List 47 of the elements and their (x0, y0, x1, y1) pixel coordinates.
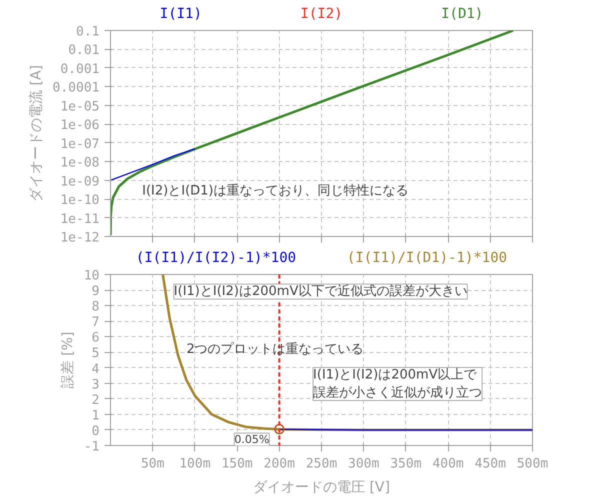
legend-label: I(I2) (300, 6, 343, 22)
x-tick-label: 150m (221, 456, 253, 472)
y-tick-label: 1e-06 (60, 118, 100, 134)
annotation: 0.05% (234, 433, 270, 446)
annotation: I(I1)とI(I2)は200mV以下で近似式の誤差が大きい (174, 284, 468, 300)
x-tick-label: 450m (474, 456, 506, 472)
y-tick-label: 7 (92, 315, 100, 330)
y-tick-label: 1 (92, 408, 100, 424)
y-axis-title: ダイオードの電流 [A] (28, 65, 45, 202)
annotation: I(I2)とI(D1)は重なっており、同じ特性になる (142, 184, 408, 199)
y-tick-label: 4 (92, 362, 100, 377)
y-tick-label: 3 (92, 377, 100, 392)
y-tick-label: 8 (92, 300, 100, 315)
series-label: I(D1) (441, 6, 484, 22)
y-tick-label: 6 (92, 330, 100, 346)
y-tick-label: 0.001 (60, 62, 100, 77)
x-tick-label: 400m (432, 456, 464, 472)
x-tick-label: 350m (390, 456, 422, 472)
y-tick-label: 1e-07 (60, 136, 100, 152)
y-tick-label: -1 (84, 440, 100, 454)
y-tick-label: 0.1 (76, 24, 100, 40)
x-tick-label: 200m (264, 456, 296, 472)
y-tick-label: 1e-08 (60, 156, 100, 171)
y-tick-label: 0 (92, 424, 100, 439)
annotation: I(I1)とI(I2)は200mV以上で誤差が小さく近似が成り立つ (313, 367, 482, 400)
y-tick-label: 1e-11 (60, 212, 100, 227)
x-tick-label: 250m (306, 456, 338, 472)
annotation: 2つのプロットは重なっている (186, 342, 364, 358)
y-tick-label: 5 (92, 346, 100, 362)
text: I(I1) (160, 6, 202, 22)
y-tick-label: 1e-12 (60, 230, 100, 246)
x-tick-label: 500m (516, 456, 548, 472)
y-tick-label: 10 (84, 268, 100, 284)
y-tick-label: 1e-05 (60, 99, 100, 114)
y-tick-label: 0.0001 (52, 80, 100, 96)
x-tick-label: 100m (179, 456, 211, 472)
y-axis-title: 誤差 [%] (60, 332, 76, 388)
text: (I(I1)/I(D1)-1)*100 (346, 250, 508, 266)
y-tick-label: 9 (92, 284, 100, 300)
text: (I(I1)/I(I2)-1)*100 (136, 250, 296, 266)
y-tick-label: 0.01 (68, 43, 100, 58)
x-tick-label: 300m (348, 456, 380, 472)
x-axis-title: ダイオードの電圧 [V] (253, 480, 390, 496)
y-tick-label: 1e-09 (60, 174, 100, 190)
x-tick-label: 50m (140, 456, 165, 472)
y-tick-label: 1e-10 (60, 193, 100, 208)
y-tick-label: 2 (92, 392, 100, 408)
